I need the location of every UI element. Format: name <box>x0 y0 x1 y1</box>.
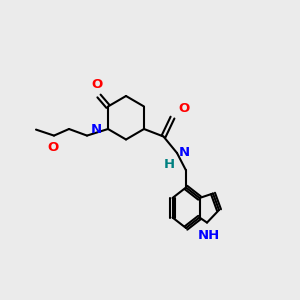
Text: NH: NH <box>197 229 220 242</box>
Text: N: N <box>90 122 101 136</box>
Text: O: O <box>47 141 59 154</box>
Text: H: H <box>164 158 175 171</box>
Text: O: O <box>178 102 189 115</box>
Text: O: O <box>92 79 103 92</box>
Text: N: N <box>178 146 190 159</box>
